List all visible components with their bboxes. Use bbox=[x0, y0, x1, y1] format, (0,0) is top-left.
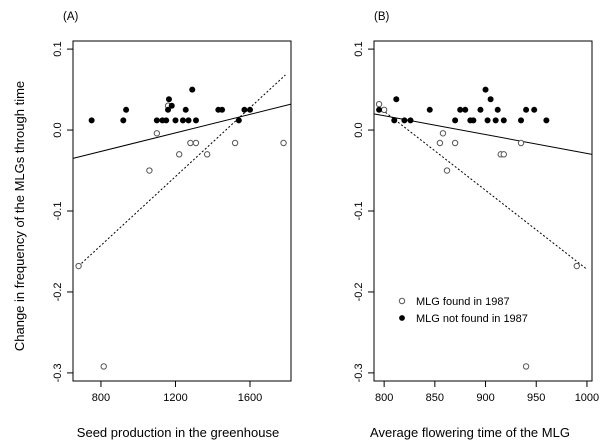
panel-a-point-not-found-1987 bbox=[235, 117, 242, 124]
panel-b-x-tick-label: 850 bbox=[426, 392, 444, 404]
panel-a-point-found-1987 bbox=[192, 139, 200, 147]
legend-filled-circle-icon bbox=[399, 315, 405, 321]
panel-a-point-not-found-1987 bbox=[219, 106, 226, 113]
panel-b-point-not-found-1987 bbox=[494, 106, 501, 113]
legend-label-found: MLG found in 1987 bbox=[416, 296, 510, 308]
panel-a-point-found-1987 bbox=[231, 139, 239, 147]
panel-b-point-not-found-1987 bbox=[500, 117, 507, 124]
panel-b-y-tick-label: 0.1 bbox=[353, 41, 365, 56]
panel-a-point-not-found-1987 bbox=[182, 106, 189, 113]
panel-a-point-not-found-1987 bbox=[123, 106, 130, 113]
panel-b-point-found-1987 bbox=[380, 106, 388, 114]
panel-a-point-found-1987 bbox=[100, 363, 107, 370]
legend-open-circle-icon bbox=[398, 297, 406, 305]
panel-a-y-tick-label: 0.0 bbox=[52, 122, 64, 137]
panel-b-fit-line-dotted bbox=[378, 106, 588, 270]
panel-b-y-tick-label: 0.0 bbox=[353, 122, 365, 137]
panel-a-point-not-found-1987 bbox=[189, 86, 196, 93]
panel-b-label: (B) bbox=[374, 11, 390, 23]
panel-a-point-not-found-1987 bbox=[120, 117, 127, 124]
panel-b-point-found-1987 bbox=[522, 363, 530, 370]
panel-b-point-found-1987 bbox=[443, 167, 451, 174]
panel-a-point-not-found-1987 bbox=[88, 117, 95, 124]
panel-b-point-found-1987 bbox=[517, 139, 525, 147]
panel-a-point-found-1987 bbox=[280, 139, 287, 147]
panel-b-point-not-found-1987 bbox=[462, 106, 469, 113]
panel-a-point-not-found-1987 bbox=[241, 106, 248, 113]
panel-b-point-not-found-1987 bbox=[391, 117, 398, 124]
panel-a-point-not-found-1987 bbox=[172, 117, 179, 124]
panel-b: (B) Average flowering time of the MLG -0… bbox=[353, 11, 599, 440]
panel-a-y-tick-label: -0.1 bbox=[52, 202, 64, 221]
panel-a-point-found-1987 bbox=[203, 151, 211, 158]
panel-b-point-not-found-1987 bbox=[543, 117, 550, 124]
panel-b-plot-frame bbox=[373, 40, 593, 382]
panel-b-point-not-found-1987 bbox=[452, 117, 459, 124]
panel-b-y-tick-label: -0.2 bbox=[353, 282, 365, 301]
panel-a-content: -0.3 -0.2 -0.1 0.0 0.1 800 1200 1600 bbox=[52, 41, 292, 404]
panel-b-point-found-1987 bbox=[451, 139, 459, 147]
panel-b-point-not-found-1987 bbox=[531, 106, 538, 113]
panel-a-label: (A) bbox=[63, 11, 79, 23]
panel-b-point-not-found-1987 bbox=[484, 117, 491, 124]
panel-b-point-not-found-1987 bbox=[523, 106, 530, 113]
panel-b-x-axis-title: Average flowering time of the MLG bbox=[370, 425, 570, 440]
panel-a-point-not-found-1987 bbox=[153, 117, 160, 124]
panel-a-fit-line-dotted bbox=[78, 74, 286, 267]
panel-b-x-tick-label: 950 bbox=[527, 392, 545, 404]
panel-b-content: -0.3 -0.2 -0.1 0.0 0.1 800 850 900 950 1000 bbox=[353, 41, 599, 404]
panel-a: (A) Seed production in the greenhouse -0… bbox=[52, 11, 292, 440]
panel-b-point-found-1987 bbox=[439, 130, 447, 137]
panel-a-point-found-1987 bbox=[146, 167, 153, 174]
panel-a-x-axis-title: Seed production in the greenhouse bbox=[77, 425, 279, 440]
panel-b-point-found-1987 bbox=[573, 262, 580, 270]
panel-a-x-tick-label: 1600 bbox=[238, 392, 262, 404]
panel-b-point-not-found-1987 bbox=[470, 117, 477, 124]
panel-b-point-not-found-1987 bbox=[407, 117, 414, 124]
panel-b-point-not-found-1987 bbox=[426, 106, 433, 113]
panel-b-x-tick-label: 800 bbox=[375, 392, 393, 404]
panel-a-point-not-found-1987 bbox=[168, 102, 175, 109]
panel-b-x-tick-label: 1000 bbox=[575, 392, 599, 404]
panel-a-y-tick-label: 0.1 bbox=[52, 41, 64, 56]
panel-b-point-found-1987 bbox=[375, 100, 383, 108]
panel-b-point-not-found-1987 bbox=[401, 117, 408, 124]
panel-a-point-not-found-1987 bbox=[165, 106, 172, 113]
panel-b-y-tick-label: -0.3 bbox=[353, 363, 365, 382]
panel-a-x-tick-label: 800 bbox=[92, 392, 110, 404]
panel-b-point-found-1987 bbox=[436, 139, 444, 147]
panel-a-point-not-found-1987 bbox=[179, 117, 186, 124]
panel-b-point-found-1987 bbox=[500, 151, 507, 158]
panel-a-point-found-1987 bbox=[176, 151, 183, 158]
panel-a-plot-frame bbox=[72, 40, 292, 382]
legend: MLG found in 1987 MLG not found in 1987 bbox=[398, 296, 528, 325]
panel-b-point-not-found-1987 bbox=[393, 96, 400, 103]
panel-b-point-not-found-1987 bbox=[457, 106, 464, 113]
panel-a-point-found-1987 bbox=[187, 139, 194, 147]
panel-a-point-not-found-1987 bbox=[192, 117, 199, 124]
panel-a-point-not-found-1987 bbox=[247, 106, 254, 113]
panel-a-y-tick-label: -0.3 bbox=[52, 363, 64, 382]
panel-b-y-tick-label: -0.1 bbox=[353, 202, 365, 221]
panel-a-point-not-found-1987 bbox=[165, 96, 172, 103]
shared-y-axis-title: Change in frequency of the MLGs through … bbox=[12, 81, 27, 351]
panel-a-point-not-found-1987 bbox=[163, 117, 170, 124]
panel-b-point-not-found-1987 bbox=[518, 117, 525, 124]
panel-a-fit-line-solid bbox=[72, 103, 292, 159]
panel-a-point-not-found-1987 bbox=[185, 117, 192, 124]
panel-b-point-not-found-1987 bbox=[487, 96, 494, 103]
panel-b-point-not-found-1987 bbox=[492, 117, 499, 124]
panel-a-point-found-1987 bbox=[153, 130, 161, 137]
panel-b-point-not-found-1987 bbox=[376, 106, 383, 113]
panel-a-x-tick-label: 1200 bbox=[163, 392, 187, 404]
panel-b-point-not-found-1987 bbox=[482, 86, 489, 93]
panel-b-point-not-found-1987 bbox=[477, 106, 484, 113]
panel-a-y-tick-label: -0.2 bbox=[52, 282, 64, 301]
legend-label-not-found: MLG not found in 1987 bbox=[416, 313, 528, 325]
panel-a-point-found-1987 bbox=[75, 262, 82, 270]
panel-b-x-tick-label: 900 bbox=[476, 392, 494, 404]
